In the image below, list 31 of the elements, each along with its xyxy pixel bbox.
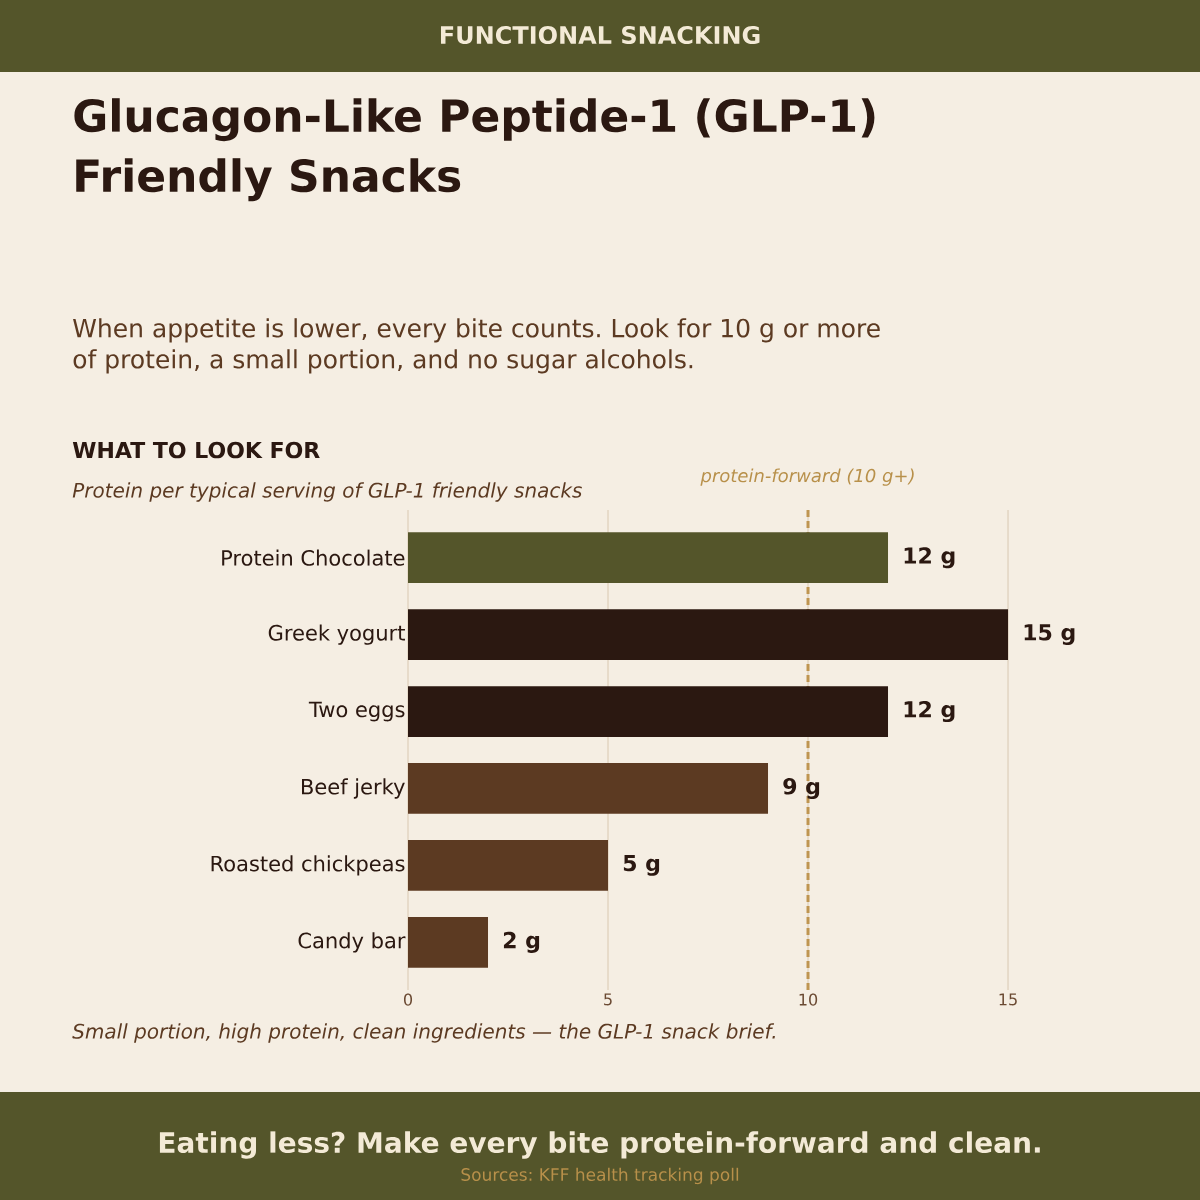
- text: Small portion, high protein, clean ingredients — the GLP-1 snack brief.: [72, 1023, 775, 1043]
- x-tick-label: 0: [403, 993, 413, 1006]
- chart-title: Glucagon-Like Peptide-1 (GLP-1) Friendly Snacks: [74, 98, 875, 202]
- y-tick-label: Two eggs: [308, 701, 405, 722]
- x-tick-label: 5: [604, 993, 612, 1006]
- bar: [408, 916, 489, 968]
- y-tick-label: Beef jerky: [302, 778, 405, 799]
- chart-subtitle: When appetite is lower, every bite counts. Look for 10 g or more of protein, a small portion, and no sugar alcohols.: [73, 318, 880, 374]
- text: WHAT TO LOOK FOR: [72, 441, 320, 459]
- data-label: 2 g: [503, 931, 540, 953]
- bar: [408, 763, 769, 814]
- data-label: 15 g: [1024, 624, 1075, 646]
- y-tick-label: Roasted chickpeas: [211, 855, 405, 876]
- data-label: 12 g: [904, 547, 955, 569]
- x-tick-label: 10: [799, 993, 818, 1006]
- bar: [408, 532, 889, 584]
- y-tick-label: Protein Chocolate: [222, 549, 405, 566]
- bar: [408, 840, 609, 891]
- text: Protein per typical serving of GLP-1 friendly snacks: [72, 482, 582, 502]
- ref-line-label: protein-forward (10 g+): [700, 468, 914, 486]
- data-label: 12 g: [904, 701, 955, 723]
- data-label: 9 g: [783, 777, 820, 800]
- y-tick-label: Greek yogurt: [268, 624, 405, 645]
- text: FUNCTIONAL SNACKING: [440, 25, 760, 45]
- bar: [408, 686, 889, 737]
- bar: [408, 609, 1009, 661]
- x-tick-label: 15: [999, 993, 1017, 1006]
- y-tick-label: Candy bar: [298, 932, 406, 953]
- source-note: Sources: KFF health tracking poll: [461, 1167, 739, 1185]
- data-label: 5 g: [623, 855, 660, 876]
- text: Eating less? Make every bite protein-forward and clean.: [159, 1131, 1040, 1159]
